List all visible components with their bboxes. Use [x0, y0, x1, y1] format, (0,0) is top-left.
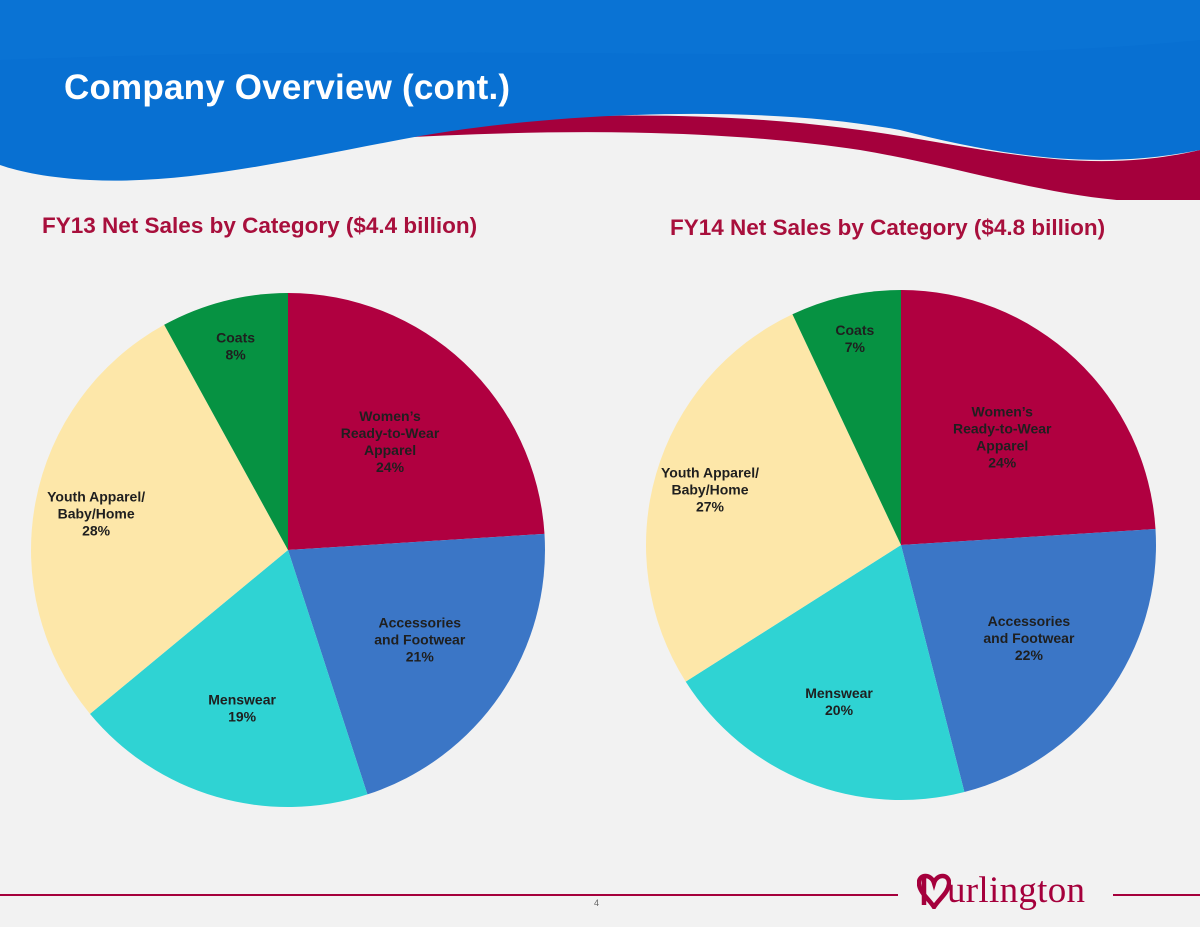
pie-slice-accessories-and-footwear: [288, 533, 545, 795]
slice-percent-label: 21%: [406, 649, 435, 665]
slice-category-label: Menswear: [208, 691, 276, 707]
header-crimson-ribbon: [360, 115, 1200, 200]
slide-title: Company Overview (cont.): [64, 68, 511, 107]
chart-title-fy13: FY13 Net Sales by Category ($4.4 billion…: [42, 213, 478, 238]
slice-category-label: and Footwear: [374, 632, 466, 648]
slice-category-label: Apparel: [976, 438, 1028, 454]
heart-b-icon: [917, 873, 951, 909]
slice-label-youth-apparel-baby-home: Youth Apparel/Baby/Home 27%: [661, 465, 759, 515]
page-number: 4: [594, 898, 600, 908]
slice-label-accessories-and-footwear: Accessories and Footwear 22%: [983, 613, 1075, 663]
slice-category-label: Ready-to-Wear: [953, 421, 1052, 437]
slice-category-label: Women’s: [972, 404, 1034, 420]
pie-slice-menswear: [685, 545, 965, 800]
slice-label-women-s-ready-to-wear-apparel: Women’s Ready-to-Wear Apparel 24%: [341, 408, 440, 475]
slice-category-label: Women’s: [359, 408, 421, 424]
logo-wordmark: urlington: [947, 870, 1086, 911]
slice-category-label: Coats: [835, 322, 874, 338]
slice-label-menswear: Menswear 20%: [805, 685, 873, 718]
slice-label-coats: Coats 7%: [835, 322, 874, 355]
pie-slice-youth-apparel-baby-home: [31, 324, 289, 714]
burlington-logo: urlington: [917, 870, 1102, 916]
slice-category-label: Ready-to-Wear: [341, 425, 440, 441]
slice-category-label: Apparel: [364, 442, 416, 458]
slice-category-label: Accessories: [379, 615, 462, 631]
slice-percent-label: 24%: [376, 459, 405, 475]
slice-percent-label: 24%: [988, 455, 1017, 471]
slice-label-coats: Coats 8%: [216, 329, 255, 362]
slice-category-label: Baby/Home: [671, 482, 748, 498]
slice-label-menswear: Menswear 19%: [208, 691, 276, 724]
slice-percent-label: 8%: [225, 346, 246, 362]
slice-category-label: Coats: [216, 329, 255, 345]
slice-category-label: Baby/Home: [58, 505, 135, 521]
slice-label-youth-apparel-baby-home: Youth Apparel/Baby/Home 28%: [47, 488, 145, 538]
pie-slice-menswear: [89, 550, 368, 807]
slice-percent-label: 19%: [228, 708, 257, 724]
footer-rule-left: [0, 894, 898, 896]
slice-percent-label: 7%: [845, 339, 866, 355]
chart-title-fy14: FY14 Net Sales by Category ($4.8 billion…: [670, 215, 1106, 240]
pie-slice-youth-apparel-baby-home: [645, 314, 901, 682]
footer-rule-right: [1113, 894, 1200, 896]
slice-percent-label: 20%: [825, 702, 854, 718]
slice-category-label: Youth Apparel/: [47, 488, 145, 504]
header-wave-banner: [0, 0, 1200, 200]
slice-percent-label: 27%: [696, 499, 725, 515]
slice-percent-label: 22%: [1015, 647, 1044, 663]
slice-category-label: Accessories: [988, 613, 1071, 629]
pie-slice-women-s-ready-to-wear-apparel: [901, 290, 1156, 545]
slice-label-accessories-and-footwear: Accessories and Footwear 21%: [374, 615, 466, 665]
header-wave-highlight: [0, 0, 1200, 60]
slice-percent-label: 28%: [82, 522, 111, 538]
pie-slice-coats: [164, 293, 288, 550]
slice-category-label: Menswear: [805, 685, 873, 701]
slice-category-label: Youth Apparel/: [661, 465, 759, 481]
pie-slice-accessories-and-footwear: [901, 528, 1156, 792]
slice-label-women-s-ready-to-wear-apparel: Women’s Ready-to-Wear Apparel 24%: [953, 404, 1052, 471]
pie-slice-coats: [792, 290, 901, 545]
slice-category-label: and Footwear: [983, 630, 1075, 646]
pie-slice-women-s-ready-to-wear-apparel: [288, 293, 545, 550]
